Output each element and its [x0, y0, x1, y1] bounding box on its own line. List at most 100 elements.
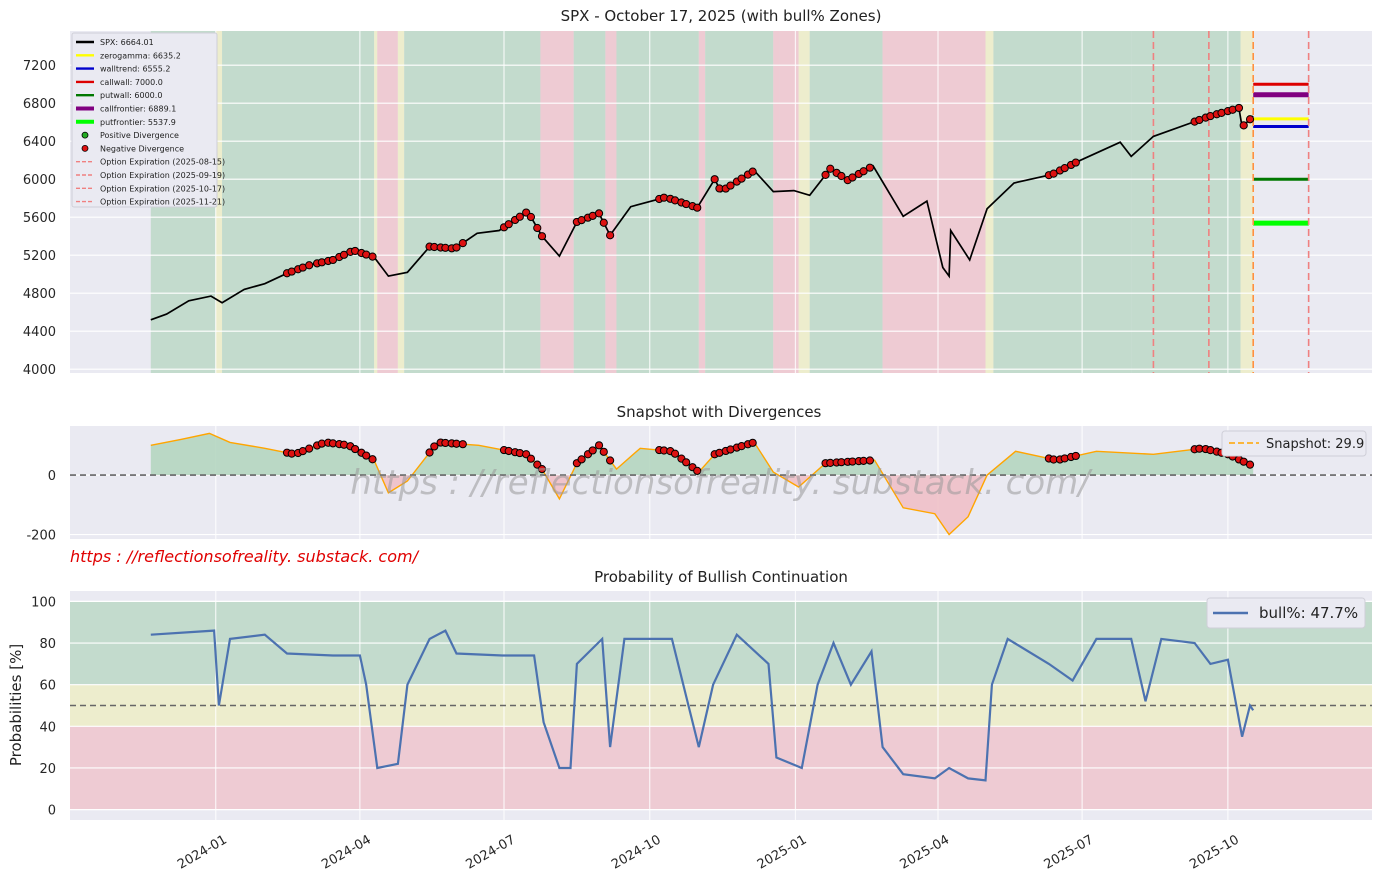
snapshot-negative-fill: [150, 475, 1254, 535]
negative-divergence-marker: [351, 444, 360, 454]
y-tick-label: 4000: [23, 363, 56, 378]
legend-label: Positive Divergence: [100, 131, 179, 140]
negative-divergence-marker: [526, 212, 536, 222]
negative-divergence-marker: [748, 438, 757, 447]
zone-band-yellow: [374, 31, 378, 373]
substack-url: https : //reflectionsofreality. substack…: [70, 547, 420, 566]
legend-label: callfrontier: 6889.1: [100, 105, 176, 114]
snapshot-divergence-markers: [282, 438, 1255, 475]
snapshot-y-ticks: -200 0: [26, 469, 56, 543]
x-tick-label: 2025-07: [1042, 832, 1097, 872]
x-axis-ticks: 2024-01 2024-04 2024-07 2024-10 2025-01 2025-…: [175, 832, 1242, 872]
zone-band-red: [540, 31, 574, 373]
y-tick-label: 6800: [23, 97, 56, 112]
legend-label: walltrend: 6555.2: [100, 65, 170, 74]
negative-divergence-marker: [504, 220, 513, 229]
negative-divergence-marker: [737, 174, 746, 183]
negative-divergence-marker: [1245, 460, 1255, 469]
negative-divergence-marker: [526, 454, 536, 463]
negative-divergence-marker: [1245, 115, 1255, 124]
zone-band-yellow: [985, 31, 994, 373]
zone-band-red: [779, 31, 799, 373]
spx-legend: SPX: 6664.01 zerogamma: 6635.2 walltrend: …: [71, 32, 225, 208]
negative-divergence-marker: [537, 232, 547, 241]
zone-band-red: [773, 31, 780, 373]
negative-divergence-marker: [710, 175, 719, 184]
zone-band-yellow: [798, 31, 810, 373]
y-tick-label: 80: [39, 637, 56, 652]
negative-divergence-marker: [865, 456, 874, 465]
chart-title-snapshot: Snapshot with Divergences: [617, 403, 822, 421]
bull-percent-line: [150, 629, 1255, 782]
bull-zones: [150, 31, 1254, 373]
zone-band-green: [404, 31, 541, 373]
snapshot-legend: Snapshot: 29.9: [1221, 430, 1367, 457]
negative-divergence-marker: [1049, 169, 1058, 178]
legend-label: putfrontier: 5537.9: [100, 118, 176, 127]
y-tick-label: -200: [26, 529, 56, 544]
legend-label: Option Expiration (2025-11-21): [100, 198, 225, 207]
probability-y-ticks: 0 20 40 60 80 100: [31, 595, 56, 818]
x-tick-label: 2024-04: [319, 832, 374, 872]
negative-divergence-marker: [865, 163, 874, 172]
y-tick-label: 7200: [23, 59, 56, 74]
negative-divergence-marker: [693, 203, 702, 212]
legend-label: zerogamma: 6635.2: [100, 51, 181, 60]
negative-divergence-marker: [1234, 103, 1244, 113]
snapshot-legend-label: Snapshot: 29.9: [1266, 437, 1364, 452]
zone-band-yellow: [1240, 31, 1254, 373]
negative-divergence-marker: [606, 456, 615, 465]
x-tick-label: 2024-01: [175, 832, 230, 872]
spx-divergence-markers: [282, 103, 1255, 278]
legend-label: putwall: 6000.0: [100, 91, 162, 100]
zone-band-green: [993, 31, 1132, 373]
x-tick-label: 2024-07: [463, 832, 518, 872]
legend-label: Negative Divergence: [100, 144, 184, 153]
y-tick-label: 5200: [23, 249, 56, 264]
negative-divergence-marker: [458, 239, 467, 248]
negative-divergence-marker: [1071, 158, 1080, 167]
x-tick-label: 2025-04: [897, 832, 952, 872]
spx-grid: [70, 31, 1372, 373]
watermark: https : //reflectionsofreality. substack…: [350, 463, 1093, 503]
x-tick-label: 2024-10: [609, 832, 664, 872]
y-tick-label: 5600: [23, 211, 56, 226]
negative-divergence-marker: [425, 448, 434, 457]
level-lines: [1253, 82, 1309, 226]
negative-divergence-marker: [1060, 164, 1069, 173]
zone-band-green: [573, 31, 606, 373]
y-tick-label: 100: [31, 595, 56, 610]
negative-divergence-marker: [594, 441, 604, 450]
legend-marker: [81, 131, 89, 139]
negative-divergence-marker: [682, 458, 691, 467]
y-tick-label: 20: [39, 762, 56, 777]
negative-divergence-marker: [452, 243, 461, 252]
negative-divergence-marker: [826, 164, 835, 173]
negative-divergence-marker: [606, 231, 615, 240]
x-tick-label: 2025-01: [755, 832, 810, 872]
chart-title-spx: SPX - October 17, 2025 (with bull% Zones…: [561, 7, 882, 25]
zone-band-green: [705, 31, 774, 373]
probability-legend-label: bull%: 47.7%: [1259, 604, 1358, 622]
y-tick-label: 0: [48, 804, 56, 819]
legend-label: Option Expiration (2025-08-15): [100, 158, 225, 167]
zone-band-red: [605, 31, 617, 373]
zone-band-red: [698, 31, 706, 373]
negative-divergence-marker: [594, 209, 604, 218]
snapshot-positive-fill: [150, 433, 1254, 476]
zone-band-green: [1131, 31, 1241, 373]
negative-divergence-marker: [859, 167, 868, 176]
legend-marker: [81, 144, 89, 152]
negative-divergence-marker: [599, 447, 608, 456]
negative-divergence-marker: [588, 446, 597, 455]
negative-divergence-marker: [537, 465, 547, 474]
negative-divergence-marker: [362, 451, 371, 460]
y-tick-label: 6000: [23, 173, 56, 188]
y-tick-label: 4800: [23, 287, 56, 302]
negative-divergence-marker: [670, 449, 680, 458]
negative-divergence-marker: [1239, 121, 1248, 130]
y-tick-label: 40: [39, 720, 56, 735]
legend-label: Option Expiration (2025-10-17): [100, 184, 225, 193]
bull-percent-series: [70, 629, 1372, 782]
